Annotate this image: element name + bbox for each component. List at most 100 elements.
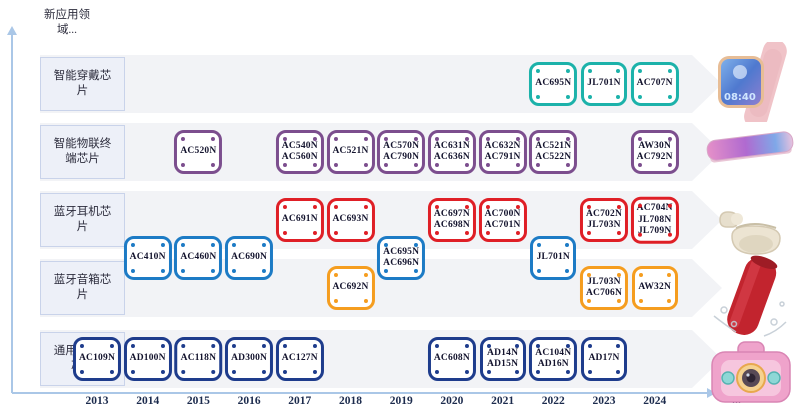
chip-iot-ac520n: AC520N <box>174 130 223 174</box>
chip-pin-dot <box>434 231 439 235</box>
chip-multimedia-ad17n: AD17N <box>581 337 627 381</box>
smartwatch-image: 08:40 <box>710 39 792 129</box>
chip-pin-dot <box>363 231 368 235</box>
chip-pin-dot <box>464 344 469 348</box>
chip-pin-dot <box>181 243 186 247</box>
chip-pin-dot <box>464 370 469 374</box>
chip-earphone-ac700n-ac701n: AC700N AC701N <box>478 198 527 242</box>
chip-pin-dot <box>566 344 571 348</box>
chip-pin-dot <box>434 344 439 348</box>
chip-label: AC792N <box>636 152 673 162</box>
chip-pin-dot <box>363 163 368 167</box>
chip-multimedia-ad14n-ad15n: AD14N AD15N <box>479 337 526 381</box>
smartphone-image <box>704 128 798 183</box>
chip-iot-ac631n-ac636n: AC631N AC636N <box>427 130 476 174</box>
chip-pin-dot <box>434 163 439 167</box>
chip-pin-dot <box>515 163 520 167</box>
chip-pin-dot <box>312 344 317 348</box>
year-label-2023: 2023 <box>592 395 616 407</box>
chip-iot-ac521n-ac522n: AC521N AC522N <box>529 130 578 174</box>
chip-pin-dot <box>667 203 672 208</box>
chip-label: AC697N <box>433 208 470 219</box>
chip-label: JL708N <box>637 214 672 225</box>
chip-label: AC790N <box>383 152 420 162</box>
chip-pin-dot <box>110 370 115 374</box>
chip-pin-dot <box>160 243 165 247</box>
chip-pin-dot <box>414 163 419 167</box>
chip-pin-dot <box>667 163 672 167</box>
chip-label: AC692N <box>332 282 369 293</box>
chip-label: AD100N <box>129 353 166 364</box>
chip-pin-dot <box>282 370 287 374</box>
chip-pin-dot <box>79 344 84 348</box>
chip-earphone-ac697n-ac698n: AC697N AC698N <box>427 198 476 242</box>
chip-pin-dot <box>232 243 237 247</box>
chip-label: AC104N <box>535 347 572 358</box>
chip-earphone-ac693n: AC693N <box>326 198 375 242</box>
chip-pin-dot <box>464 231 469 235</box>
year-label-2014: 2014 <box>136 395 160 407</box>
chip-wearable-ac707n: AC707N <box>630 62 679 106</box>
chip-pin-dot <box>586 205 591 209</box>
chip-label: AD14N <box>487 347 519 358</box>
chip-pin-dot <box>667 232 672 237</box>
chip-pin-dot <box>232 344 237 348</box>
chip-pin-dot <box>637 137 642 141</box>
chip-pin-dot <box>282 163 287 167</box>
chip-pin-dot <box>363 299 368 303</box>
chip-pin-dot <box>588 95 592 99</box>
watch-time-label: 08:40 <box>724 92 756 103</box>
chip-pin-dot <box>536 137 541 141</box>
chip-pin-dot <box>617 299 622 303</box>
chip-pin-dot <box>588 344 592 348</box>
chip-pin-dot <box>181 137 186 141</box>
chip-pin-dot <box>282 344 287 348</box>
earbuds-image <box>712 202 792 269</box>
category-label-iot: 智能物联终端芯片 <box>40 125 125 179</box>
chip-pin-dot <box>181 370 186 374</box>
chip-pin-dot <box>515 205 520 209</box>
chip-pin-dot <box>434 205 439 209</box>
chip-label: AW32N <box>638 282 672 293</box>
chip-pin-dot <box>211 370 216 374</box>
chip-multimedia-ac109n: AC109N <box>72 337 122 381</box>
chip-label: AC540N <box>281 140 318 151</box>
chip-label: AC520N <box>180 146 217 157</box>
chip-pin-dot <box>637 163 642 167</box>
chip-pin-dot <box>616 69 620 73</box>
chip-pin-dot <box>333 205 338 209</box>
chip-pin-dot <box>160 344 165 348</box>
chip-pin-dot <box>262 243 267 247</box>
chip-pin-dot <box>566 370 571 374</box>
chip-label: AD17N <box>588 353 620 364</box>
chip-label: AC632N <box>484 140 521 151</box>
chip-pin-dot <box>515 231 520 235</box>
chip-mid-blue-ac410n: AC410N <box>123 236 172 280</box>
chip-pin-dot <box>312 137 317 141</box>
chip-mid-blue-jl701n: JL701N <box>530 236 577 280</box>
chip-pin-dot <box>363 205 368 209</box>
chip-multimedia-ac104n-ad16n: AC104N AD16N <box>529 337 578 381</box>
chip-pin-dot <box>262 370 267 374</box>
chip-label: AC521N <box>332 146 369 157</box>
chip-label: AC691N <box>281 214 318 225</box>
chip-label: AC560N <box>281 152 318 162</box>
chip-pin-dot <box>514 344 519 348</box>
chip-pin-dot <box>181 269 186 273</box>
chip-multimedia-ac118n: AC118N <box>174 337 223 381</box>
chip-pin-dot <box>211 137 216 141</box>
chip-pin-dot <box>130 269 135 273</box>
chip-pin-dot <box>282 137 287 141</box>
chip-speaker-aw32n: AW32N <box>631 266 678 310</box>
chip-pin-dot <box>565 243 570 247</box>
year-label-2019: 2019 <box>389 395 413 407</box>
year-label-2015: 2015 <box>186 395 210 407</box>
year-label-2017: 2017 <box>288 395 312 407</box>
chip-pin-dot <box>363 137 368 141</box>
chip-label: AD16N <box>537 359 569 369</box>
speaker-image <box>704 252 798 349</box>
chip-pin-dot <box>566 137 571 141</box>
chip-multimedia-ad100n: AD100N <box>123 337 172 381</box>
chip-pin-dot <box>384 243 389 247</box>
chip-pin-dot <box>384 163 389 167</box>
